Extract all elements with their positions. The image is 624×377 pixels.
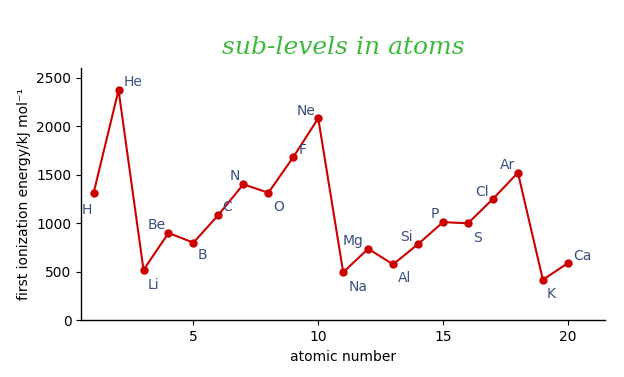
Y-axis label: first ionization energy/kJ mol⁻¹: first ionization energy/kJ mol⁻¹ <box>17 88 31 300</box>
Text: Ar: Ar <box>500 158 515 172</box>
Text: O: O <box>273 200 284 215</box>
Text: N: N <box>229 170 240 184</box>
Text: F: F <box>298 143 306 157</box>
Point <box>338 269 348 275</box>
Point <box>163 230 173 236</box>
Point <box>463 220 473 226</box>
Text: B: B <box>197 248 207 262</box>
Text: P: P <box>431 207 439 221</box>
Point <box>313 115 323 121</box>
Text: Li: Li <box>147 278 159 292</box>
Text: He: He <box>124 75 142 89</box>
Point <box>413 241 423 247</box>
Text: Be: Be <box>148 218 166 232</box>
Text: H: H <box>82 203 92 217</box>
Text: C: C <box>222 200 232 214</box>
Point <box>213 212 223 218</box>
Point <box>563 260 573 266</box>
Point <box>188 240 198 246</box>
Point <box>139 267 149 273</box>
Text: Na: Na <box>348 280 367 294</box>
Text: Ca: Ca <box>573 249 591 263</box>
Point <box>89 190 99 196</box>
Point <box>288 154 298 160</box>
Point <box>438 219 448 225</box>
Text: Mg: Mg <box>343 234 363 248</box>
Point <box>363 246 373 252</box>
Text: K: K <box>547 287 555 301</box>
Text: Si: Si <box>401 230 413 244</box>
Point <box>114 87 124 93</box>
Point <box>388 261 398 267</box>
Text: S: S <box>473 231 482 245</box>
X-axis label: atomic number: atomic number <box>290 350 396 364</box>
Title: sub-levels in atoms: sub-levels in atoms <box>222 36 464 59</box>
Text: Al: Al <box>398 271 411 285</box>
Point <box>488 196 498 202</box>
Point <box>513 170 523 176</box>
Point <box>238 181 248 187</box>
Point <box>263 190 273 196</box>
Point <box>538 277 548 283</box>
Text: Ne: Ne <box>297 104 316 118</box>
Text: Cl: Cl <box>475 185 489 199</box>
